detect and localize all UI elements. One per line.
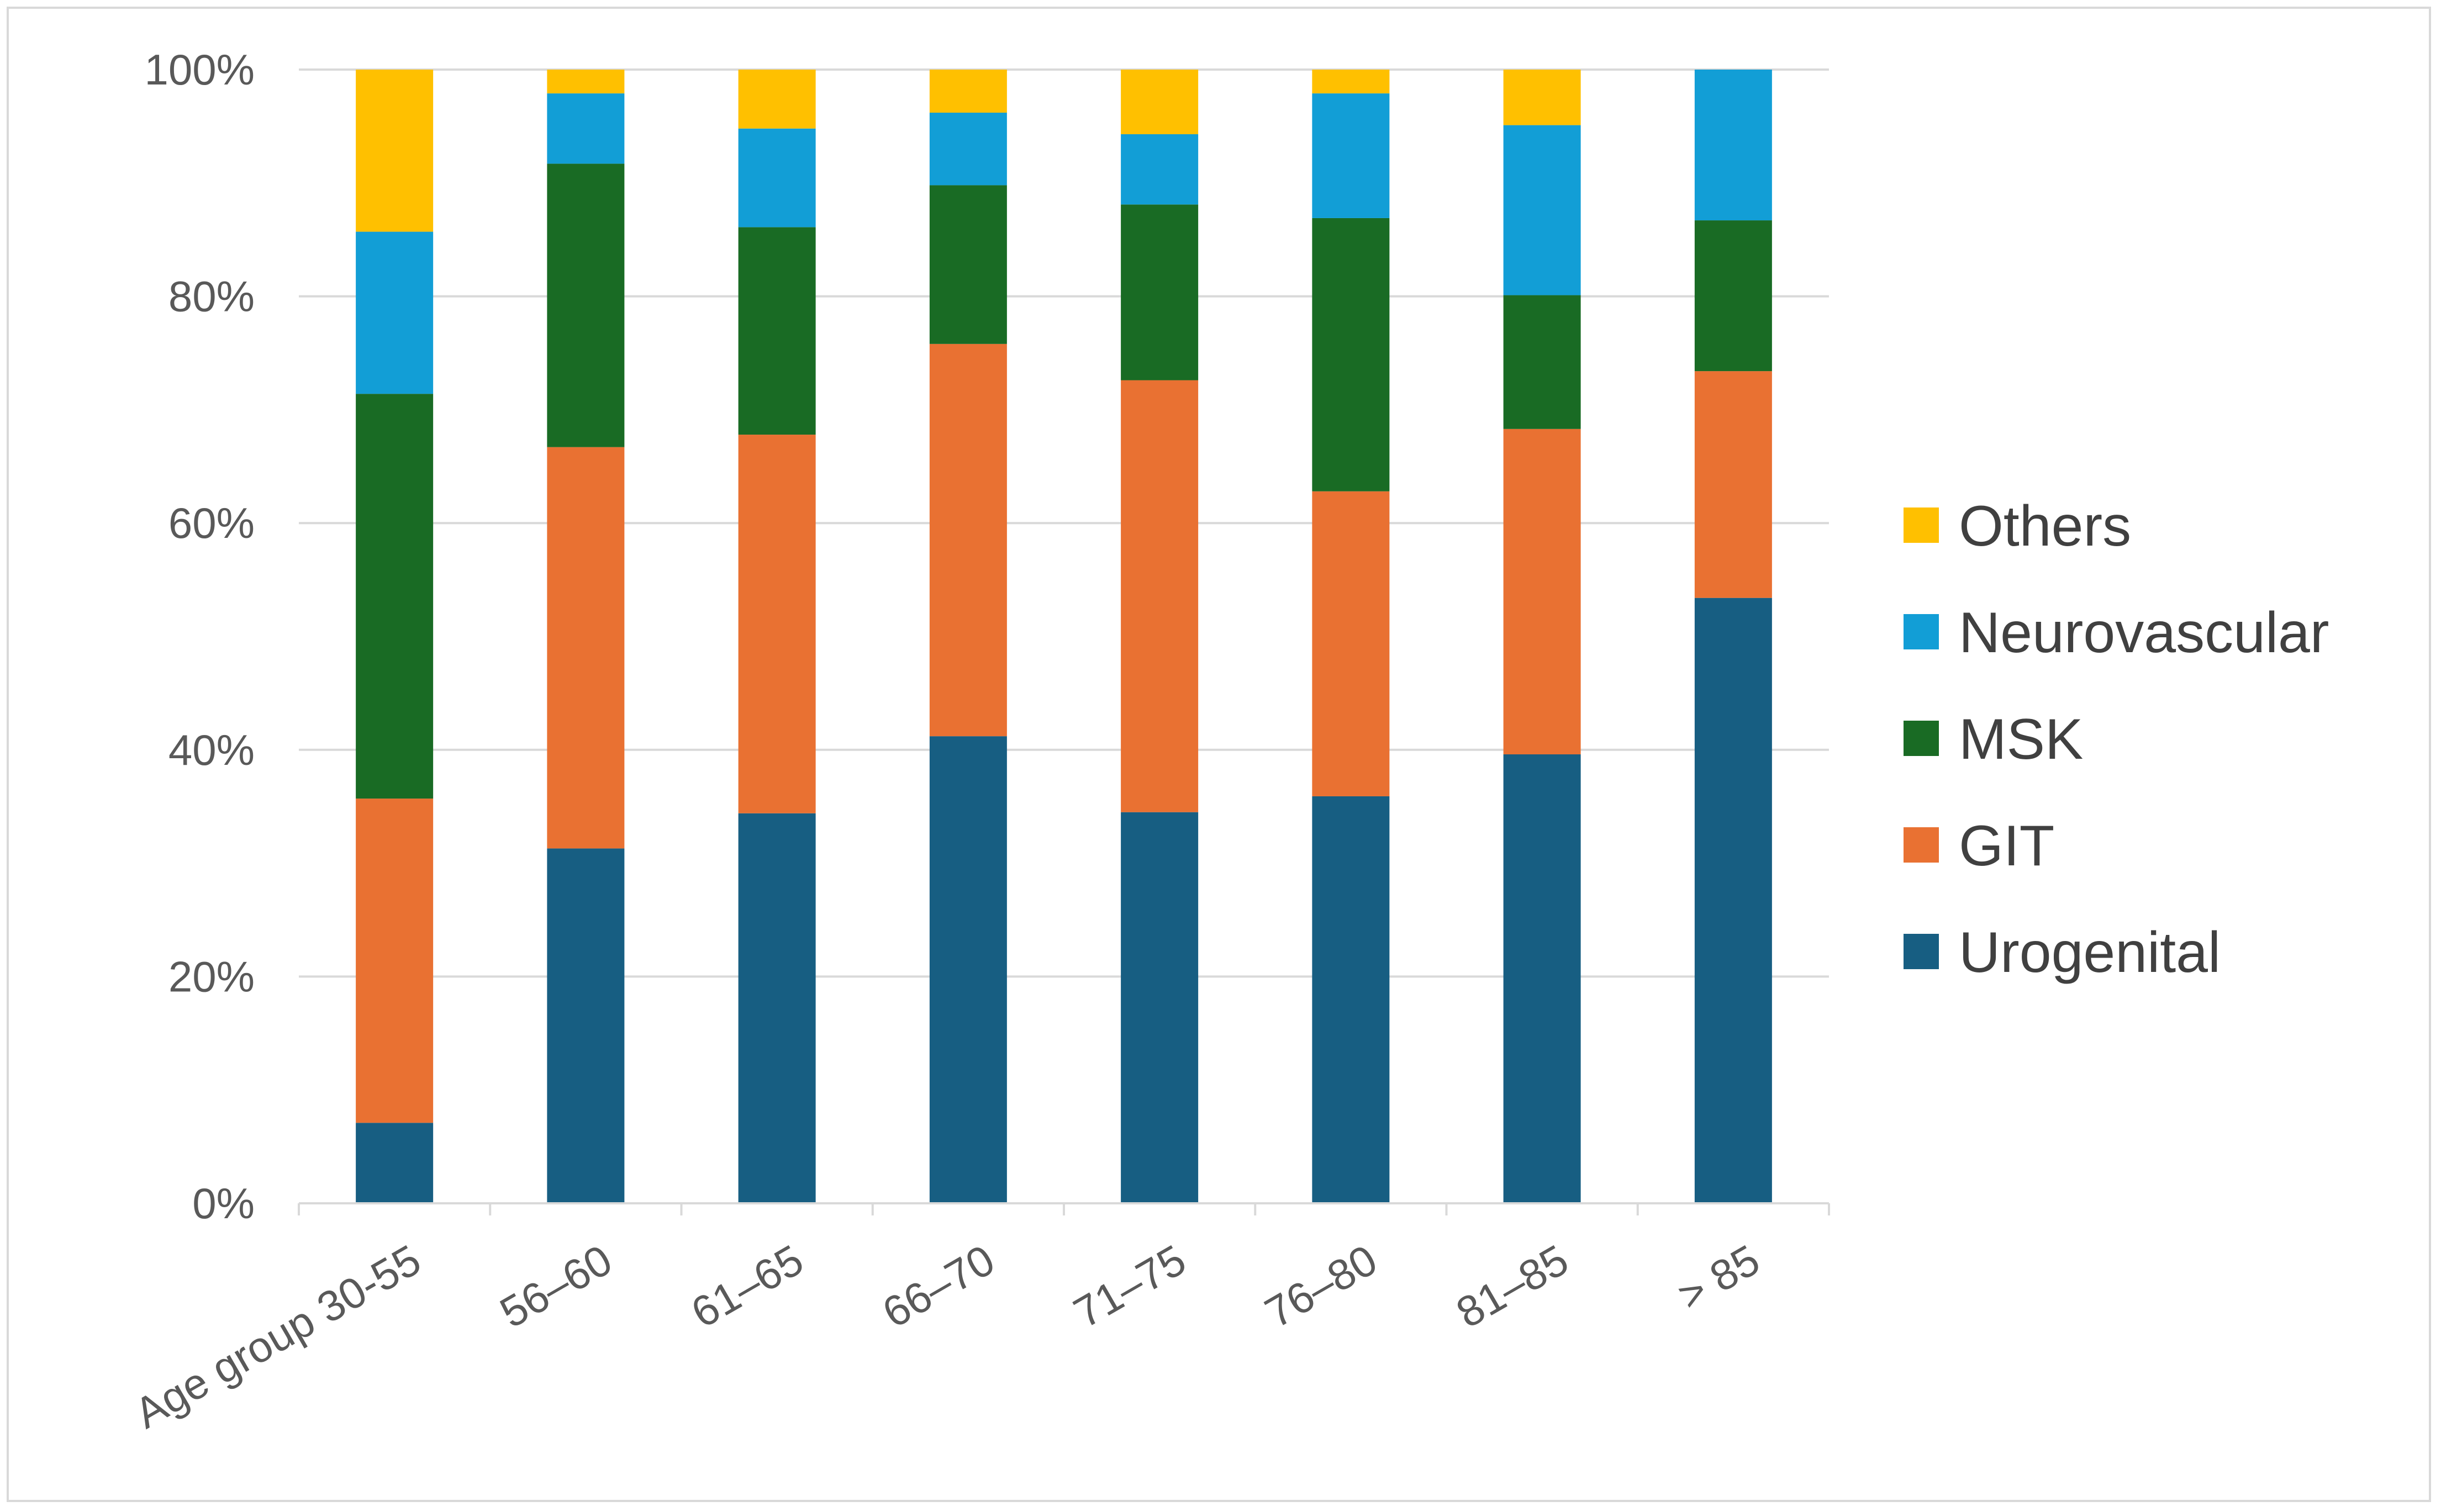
bar-segment-urogenital (356, 1123, 434, 1203)
y-tick-label: 100% (145, 45, 255, 94)
bar-segment-git (929, 343, 1007, 737)
x-tick-label: Age group 30-55 (126, 1235, 429, 1438)
bar-segment-git (1694, 371, 1772, 598)
bar-segment-msk (1503, 295, 1581, 429)
x-tick-label: 66–70 (874, 1235, 1003, 1337)
bar-segment-msk (356, 394, 434, 799)
bar-segment-others (929, 70, 1007, 113)
x-tick-label: 76–80 (1257, 1235, 1385, 1337)
bar-segment-neurovascular (929, 113, 1007, 186)
bar-segment-git (1503, 429, 1581, 755)
x-tick-label: 71–75 (1066, 1235, 1194, 1337)
bar-segment-neurovascular (1694, 70, 1772, 221)
bar-segment-urogenital (929, 736, 1007, 1203)
legend-label: GIT (1959, 814, 2054, 878)
bar-segment-urogenital (738, 813, 816, 1203)
x-tick-label: 81–85 (1448, 1235, 1577, 1337)
x-tick-labels: Age group 30-55 56–60 61–65 66–70 71–75 76–80… (126, 1235, 1768, 1438)
legend: Others Neurovascular MSK GIT Urogenital (1904, 494, 2329, 985)
bar-segment-neurovascular (1312, 93, 1390, 218)
legend-label: Urogenital (1959, 921, 2221, 985)
legend-swatch (1904, 934, 1939, 969)
bar-segment-msk (929, 185, 1007, 344)
bar-segment-neurovascular (1503, 125, 1581, 295)
bar-segment-git (1121, 380, 1199, 812)
stacked-bar-chart: 0% 20% 40% 60% 80% 100% Age group 30-55 56–60 6… (126, 45, 2329, 1438)
bar-segment-urogenital (1121, 812, 1199, 1203)
bar-segment-msk (547, 163, 625, 447)
legend-swatch (1904, 827, 1939, 863)
bar-segment-msk (738, 227, 816, 435)
legend-swatch (1904, 721, 1939, 756)
y-tick-label: 20% (168, 952, 255, 1001)
bar-segment-others (547, 70, 625, 94)
bar-segment-git (356, 799, 434, 1123)
bar-segment-neurovascular (356, 231, 434, 394)
y-tick-labels: 0% 20% 40% 60% 80% 100% (145, 45, 255, 1228)
bar-segment-msk (1694, 220, 1772, 372)
bar-segment-urogenital (1503, 754, 1581, 1203)
legend-swatch (1904, 614, 1939, 649)
x-tick-label: 61–65 (683, 1235, 811, 1337)
bar-segment-others (1121, 70, 1199, 135)
y-tick-label: 60% (168, 499, 255, 547)
bar-segment-others (1312, 70, 1390, 94)
bar-segment-git (1312, 491, 1390, 796)
y-tick-label: 0% (192, 1179, 255, 1228)
bar-segment-urogenital (1694, 598, 1772, 1203)
bar-segment-urogenital (547, 848, 625, 1203)
bar-segment-neurovascular (1121, 134, 1199, 205)
bar-segment-others (1503, 70, 1581, 125)
bar-segment-git (547, 447, 625, 849)
x-tick-label: 56–60 (492, 1235, 620, 1337)
gridlines (299, 68, 1829, 978)
x-axis (298, 1202, 1830, 1215)
bars (356, 70, 1772, 1203)
y-tick-label: 80% (168, 272, 255, 321)
legend-label: Others (1959, 494, 2131, 558)
bar-segment-neurovascular (547, 93, 625, 164)
y-tick-label: 40% (168, 726, 255, 774)
bar-segment-msk (1312, 218, 1390, 491)
bar-segment-neurovascular (738, 128, 816, 228)
legend-label: Neurovascular (1959, 601, 2329, 665)
bar-segment-others (738, 70, 816, 129)
bar-segment-others (356, 70, 434, 232)
bar-segment-msk (1121, 204, 1199, 380)
bar-segment-urogenital (1312, 796, 1390, 1203)
legend-label: MSK (1959, 707, 2083, 771)
x-tick-label: > 85 (1669, 1235, 1767, 1320)
legend-swatch (1904, 507, 1939, 543)
chart-frame: 0% 20% 40% 60% 80% 100% Age group 30-55 56–60 6… (7, 7, 2431, 1502)
bar-segment-git (738, 435, 816, 813)
